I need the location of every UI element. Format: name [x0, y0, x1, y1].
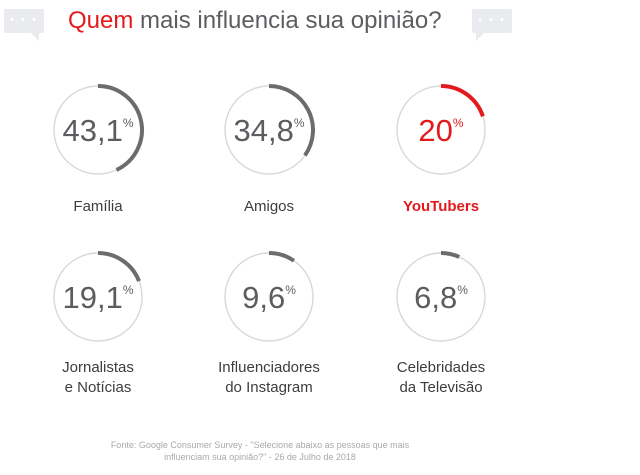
donut-value: 20%: [418, 113, 463, 148]
source-footnote: Fonte: Google Consumer Survey - "Selecio…: [70, 439, 450, 463]
donut-item: 43,1%: [53, 84, 144, 175]
donut-label-line: YouTubers: [402, 198, 480, 215]
footnote-line: influenciam sua opinião?" - 26 de Julho …: [164, 452, 356, 462]
donut-label: Influenciadores do Instagram: [184, 358, 354, 398]
donut-value: 9,6%: [242, 280, 296, 315]
donut-item: 20%: [396, 84, 486, 175]
donut-value: 19,1%: [62, 280, 133, 315]
speech-bubble-right-icon: • • •: [472, 9, 512, 41]
donut-arc: [97, 251, 141, 282]
donut-label-line: Jornalistas: [62, 359, 134, 376]
page-title: Quem mais influencia sua opinião?: [68, 6, 442, 36]
donut-label: Família: [13, 197, 183, 217]
bubble-dots: • • •: [478, 14, 506, 26]
donut-label-line: da Televisão: [399, 379, 483, 396]
donut-label: Amigos: [184, 197, 354, 217]
donut-label: Jornalistas e Notícias: [13, 358, 183, 398]
donut-arc: [268, 251, 296, 263]
donut-value: 6,8%: [414, 280, 468, 315]
donut-item: 9,6%: [224, 251, 314, 342]
donut-item: 6,8%: [396, 251, 486, 342]
donut-arc: [440, 251, 461, 259]
donut-item: 34,8%: [224, 84, 315, 175]
donut-label-line: e Notícias: [64, 379, 132, 396]
donut-label: YouTubers: [356, 197, 526, 217]
donut-label: Celebridades da Televisão: [356, 358, 526, 398]
title-accent: Quem: [68, 7, 134, 34]
bubble-dots: • • •: [10, 14, 38, 26]
donut-arc: [97, 84, 144, 172]
donut-label-line: Família: [73, 198, 123, 215]
donut-value: 43,1%: [62, 113, 133, 148]
donut-label-line: Amigos: [243, 198, 295, 215]
donut-label-line: do Instagram: [225, 379, 313, 396]
donut-value: 34,8%: [233, 113, 304, 148]
donut-label-line: Celebridades: [396, 359, 486, 376]
donut-arc: [268, 84, 315, 157]
donut-arc: [440, 84, 485, 118]
donut-item: 19,1%: [53, 251, 143, 342]
speech-bubble-left-icon: • • •: [4, 9, 44, 41]
footnote-line: Fonte: Google Consumer Survey - "Selecio…: [110, 440, 410, 450]
title-rest: mais influencia sua opinião?: [133, 7, 442, 34]
donut-label-line: Influenciadores: [218, 359, 320, 376]
